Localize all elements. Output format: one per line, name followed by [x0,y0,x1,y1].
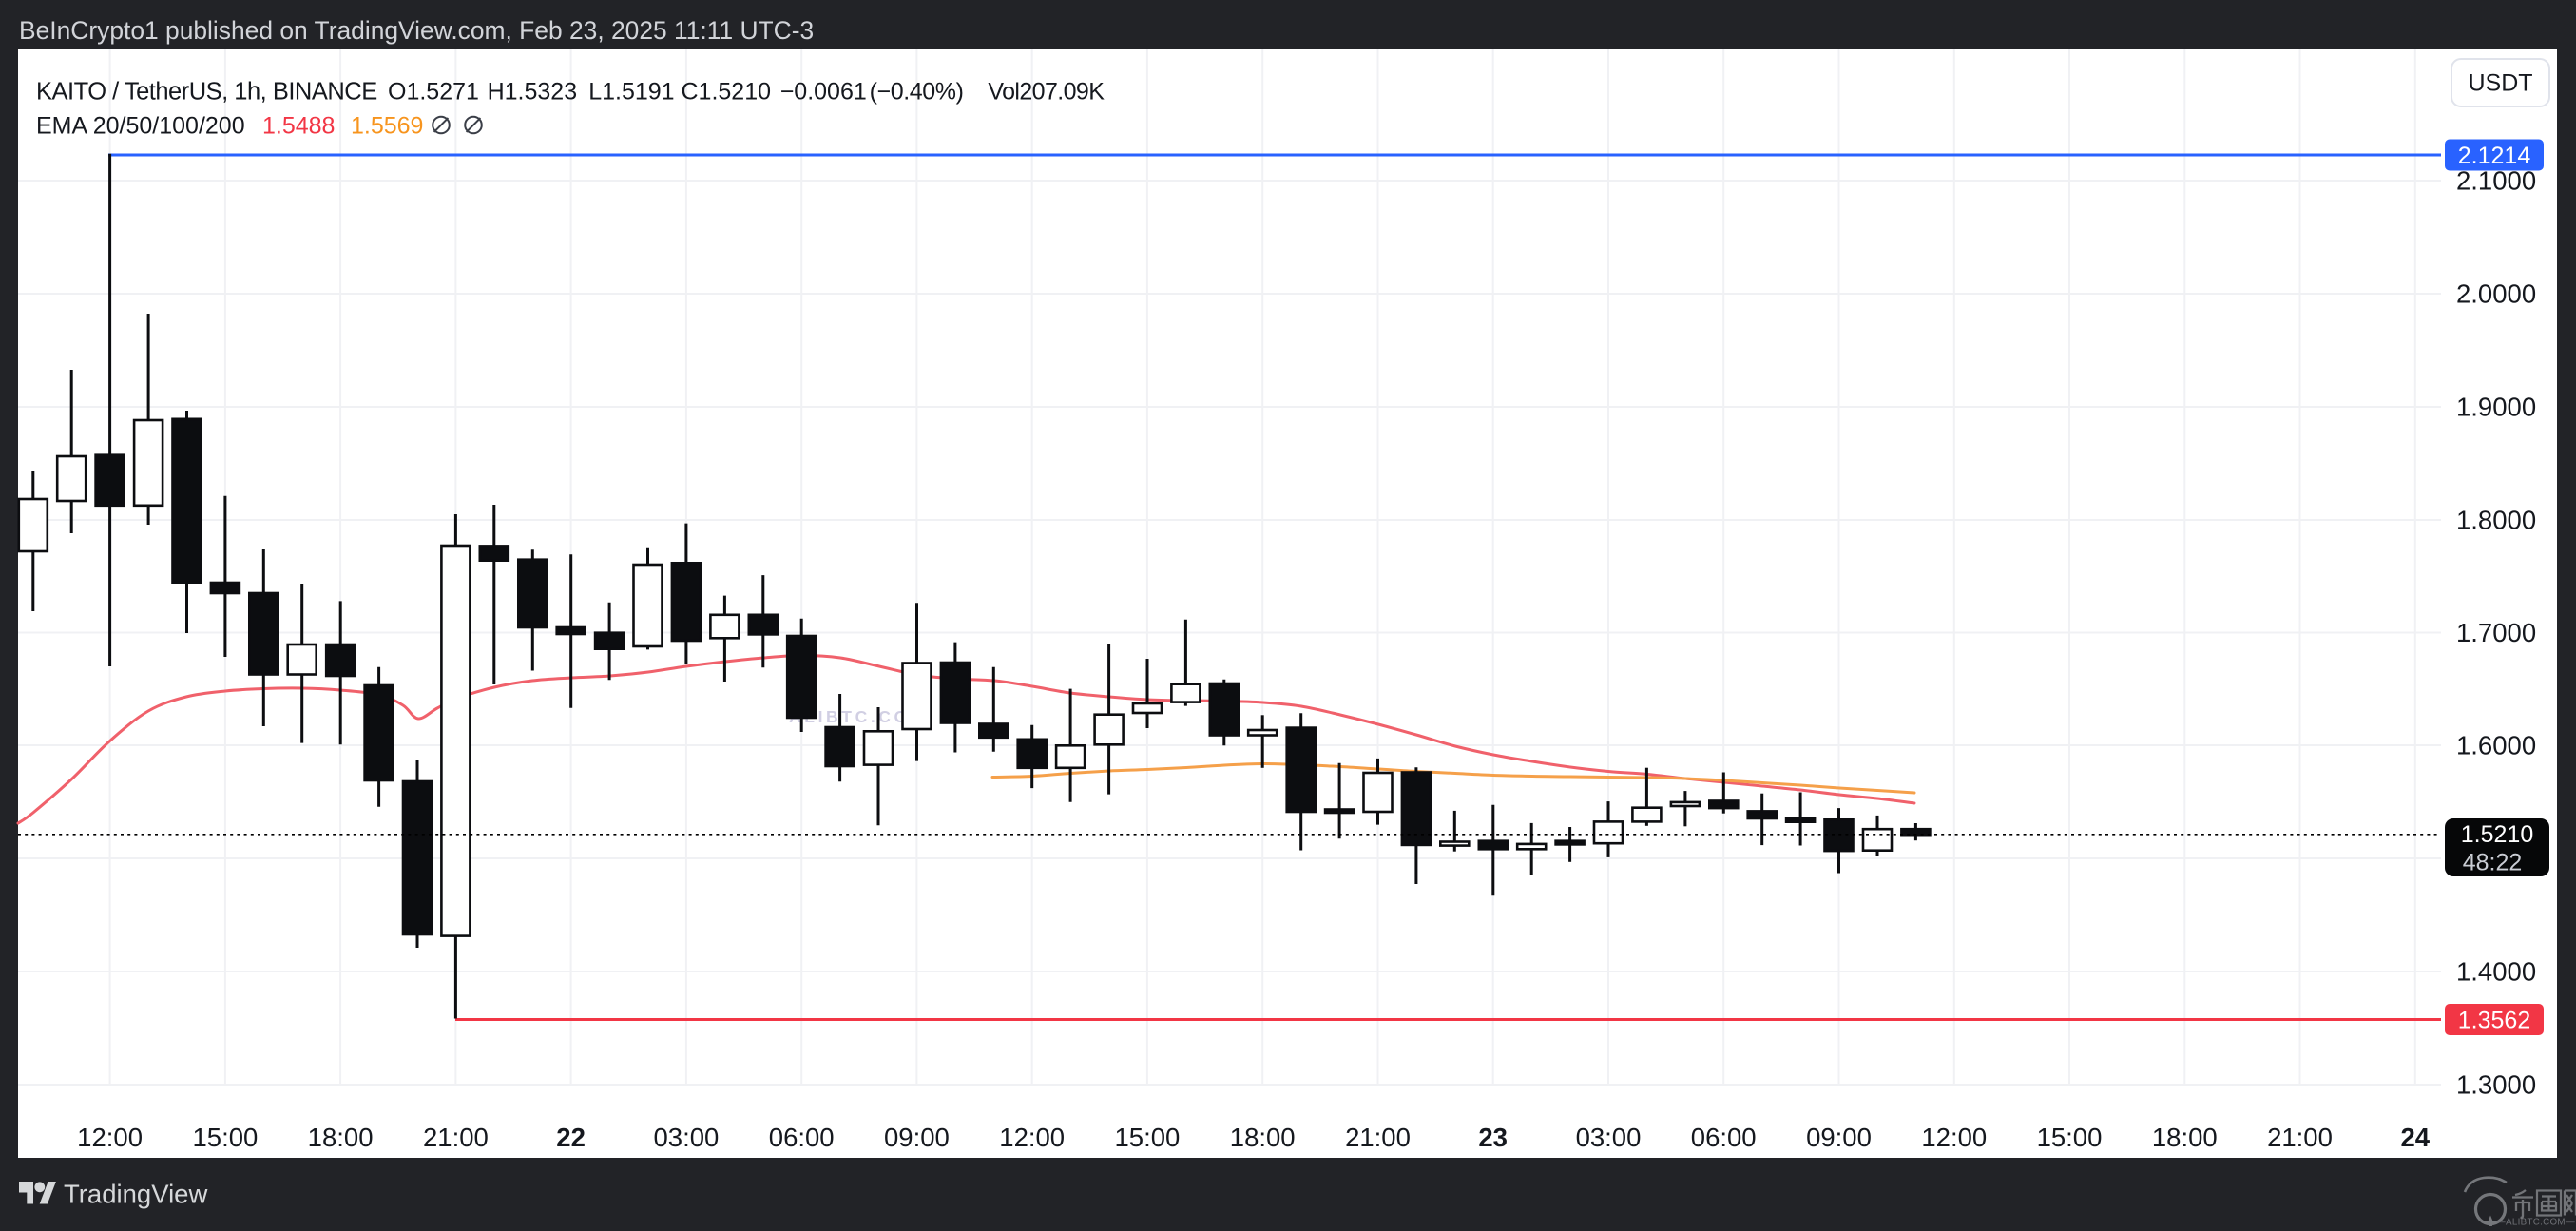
svg-text:15:00: 15:00 [192,1123,258,1152]
svg-text:2.0000: 2.0000 [2456,279,2536,309]
svg-text:1.8000: 1.8000 [2456,506,2536,535]
svg-text:09:00: 09:00 [884,1123,950,1152]
svg-text:12:00: 12:00 [1921,1123,1987,1152]
svg-text:(−0.40%): (−0.40%) [870,79,964,106]
svg-text:21:00: 21:00 [1345,1123,1411,1152]
svg-text:Vol207.09K: Vol207.09K [988,79,1105,106]
svg-text:H1.5323: H1.5323 [488,79,578,106]
svg-text:ALIBTC.COM: ALIBTC.COM [789,707,928,726]
svg-text:1.5569: 1.5569 [351,113,423,140]
svg-text:23: 23 [1478,1123,1508,1152]
svg-text:22: 22 [556,1123,586,1152]
svg-text:USDT: USDT [2468,70,2532,97]
svg-text:1.5488: 1.5488 [262,113,335,140]
svg-text:TradingView: TradingView [64,1180,207,1209]
svg-text:12:00: 12:00 [999,1123,1065,1152]
svg-text:18:00: 18:00 [1230,1123,1296,1152]
svg-text:2.1000: 2.1000 [2456,166,2536,196]
svg-text:18:00: 18:00 [2152,1123,2218,1152]
svg-text:1.3562: 1.3562 [2458,1008,2530,1034]
svg-text:1.7000: 1.7000 [2456,618,2536,647]
svg-text:BeInCrypto1 published on Tradi: BeInCrypto1 published on TradingView.com… [19,16,814,45]
svg-text:L1.5191: L1.5191 [588,79,674,106]
svg-text:48:22: 48:22 [2463,850,2523,876]
svg-text:1.4000: 1.4000 [2456,957,2536,987]
svg-text:21:00: 21:00 [2267,1123,2333,1152]
svg-text:12:00: 12:00 [77,1123,143,1152]
svg-text:1.6000: 1.6000 [2456,731,2536,760]
svg-text:18:00: 18:00 [308,1123,374,1152]
svg-text:15:00: 15:00 [1114,1123,1180,1152]
svg-text:KAITO / TetherUS, 1h, BINANCE: KAITO / TetherUS, 1h, BINANCE [36,79,377,106]
svg-text:06:00: 06:00 [769,1123,835,1152]
svg-text:1.3000: 1.3000 [2456,1070,2536,1100]
svg-text:2.1214: 2.1214 [2458,143,2531,169]
svg-text:21:00: 21:00 [423,1123,489,1152]
svg-text:06:00: 06:00 [1691,1123,1757,1152]
svg-text:O1.5271: O1.5271 [388,79,479,106]
svg-text:24: 24 [2401,1123,2431,1152]
svg-text:09:00: 09:00 [1806,1123,1872,1152]
svg-text:03:00: 03:00 [653,1123,719,1152]
svg-text:03:00: 03:00 [1576,1123,1642,1152]
svg-text:1.9000: 1.9000 [2456,393,2536,422]
svg-text:—ALIBTC.COM—: —ALIBTC.COM— [2496,1218,2575,1227]
svg-text:15:00: 15:00 [2037,1123,2103,1152]
svg-text:1.5210: 1.5210 [2461,821,2533,848]
svg-text:−0.0061: −0.0061 [780,79,867,106]
svg-text:C1.5210: C1.5210 [682,79,772,106]
svg-text:EMA 20/50/100/200: EMA 20/50/100/200 [36,113,245,140]
